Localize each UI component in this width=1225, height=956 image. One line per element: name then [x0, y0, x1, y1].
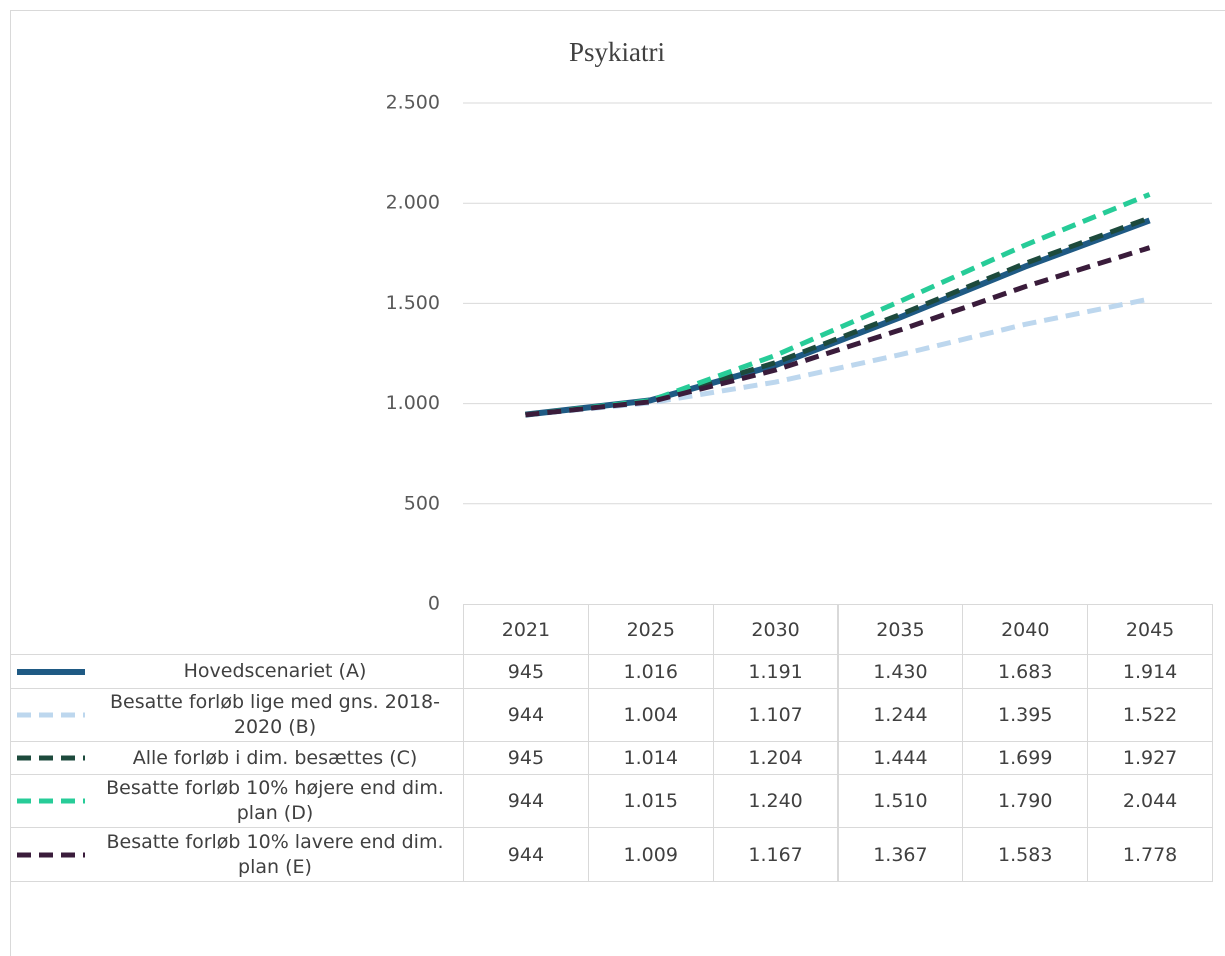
table-cell: 2045	[1087, 604, 1213, 655]
table-cell: 2035	[837, 604, 964, 655]
table-cell: 1.204	[712, 741, 839, 775]
table-cell: 1.430	[837, 654, 964, 689]
table-cell: 1.244	[837, 688, 964, 742]
table-cell: 1.927	[1087, 741, 1213, 775]
table-cell: 1.191	[712, 654, 839, 689]
series-line	[525, 245, 1151, 418]
y-tick-label: 1.000	[386, 392, 440, 414]
table-cell: 1.107	[712, 688, 839, 742]
chart-title: Psykiatri	[569, 37, 665, 67]
table-cell: Besatte forløb lige med gns. 2018-2020 (…	[10, 688, 464, 742]
table-cell: 1.240	[712, 774, 839, 828]
table-cell: 1.015	[587, 774, 714, 828]
y-tick-label: 500	[404, 492, 440, 514]
legend-label: Alle forløb i dim. besættes (C)	[132, 746, 418, 769]
table-cell: Alle forløb i dim. besættes (C)	[10, 741, 464, 775]
table-cell: 944	[463, 827, 589, 882]
legend-key	[17, 755, 85, 761]
table-cell: 1.522	[1087, 688, 1213, 742]
table-cell: 1.367	[837, 827, 964, 882]
table-cell: 1.009	[587, 827, 714, 882]
legend-label: Hovedscenariet (A)	[183, 660, 367, 682]
y-tick-label: 1.500	[386, 292, 440, 314]
table-cell: Besatte forløb 10% lavere end dim. plan …	[10, 827, 464, 882]
legend-label: Besatte forløb 10% lavere end dim. plan …	[106, 830, 444, 878]
table-cell: Hovedscenariet (A)	[10, 654, 464, 689]
legend-key	[17, 668, 85, 675]
table-cell: 2040	[962, 604, 1089, 655]
table-cell: 2.044	[1087, 774, 1213, 828]
table-cell: 1.778	[1087, 827, 1213, 882]
table-cell: 945	[463, 741, 589, 775]
series-line	[525, 192, 1151, 418]
table-cell: 2021	[463, 604, 589, 655]
table-cell: 944	[463, 688, 589, 742]
table-cell: 1.699	[962, 741, 1089, 775]
table-cell: 2030	[712, 604, 839, 655]
y-tick-label: 2.000	[386, 192, 440, 214]
table-cell: 1.167	[712, 827, 839, 882]
table-cell: 1.395	[962, 688, 1089, 742]
table-cell: 1.444	[837, 741, 964, 775]
table-cell: 1.004	[587, 688, 714, 742]
table-cell: Besatte forløb 10% højere end dim. plan …	[10, 774, 464, 828]
table-cell: 945	[463, 654, 589, 689]
table-cell: 1.510	[837, 774, 964, 828]
table-cell: 2025	[587, 604, 714, 655]
series-line	[525, 296, 1151, 418]
y-tick-label: 2.500	[386, 92, 440, 114]
legend-label: Besatte forløb lige med gns. 2018-2020 (…	[110, 691, 440, 738]
legend-key	[17, 798, 85, 804]
table-cell: 1.683	[962, 654, 1089, 689]
legend-key	[17, 852, 85, 857]
table-cell: 1.583	[962, 827, 1089, 882]
legend-label: Besatte forløb 10% højere end dim. plan …	[106, 777, 444, 824]
y-tick-label: 0	[428, 593, 440, 615]
legend-key	[17, 712, 85, 718]
chart-frame	[10, 10, 1225, 956]
table-cell: 1.790	[962, 774, 1089, 828]
table-cell: 1.914	[1087, 654, 1213, 689]
table-cell: 1.016	[587, 654, 714, 689]
series-line	[525, 217, 1151, 418]
table-cell: 944	[463, 774, 589, 828]
table-cell: 1.014	[587, 741, 714, 775]
